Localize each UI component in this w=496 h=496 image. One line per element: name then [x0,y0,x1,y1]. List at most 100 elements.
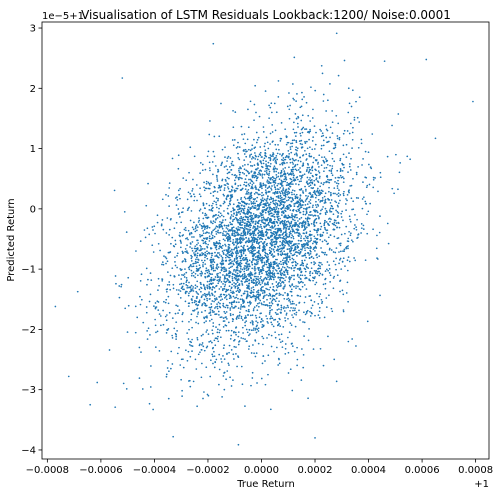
scatter-point [140,280,142,282]
scatter-point [203,232,205,234]
scatter-point [271,241,273,243]
scatter-point [248,196,250,198]
scatter-point [296,118,298,120]
scatter-point [279,187,281,189]
scatter-point [248,225,250,227]
scatter-point [241,317,243,319]
scatter-point [224,284,226,286]
scatter-point [260,201,262,203]
scatter-point [313,215,315,217]
scatter-point [295,152,297,154]
scatter-point [226,325,228,327]
scatter-point [282,294,284,296]
scatter-point [288,277,290,279]
scatter-point [264,204,266,206]
scatter-point [227,240,229,242]
scatter-point [376,235,378,237]
scatter-point [391,188,393,190]
scatter-point [218,170,220,172]
scatter-point [206,203,208,205]
scatter-point [292,167,294,169]
scatter-point [297,263,299,265]
scatter-point [238,168,240,170]
scatter-point [291,324,293,326]
scatter-point [266,264,268,266]
scatter-point [232,215,234,217]
scatter-point [197,323,199,325]
scatter-point [298,160,300,162]
scatter-point [269,199,271,201]
scatter-point [282,207,284,209]
scatter-point [245,281,247,283]
scatter-point [259,194,261,196]
scatter-point [280,172,282,174]
scatter-point [320,262,322,264]
scatter-point [251,253,253,255]
scatter-point [344,249,346,251]
scatter-point [281,333,283,335]
scatter-point [274,246,276,248]
scatter-point [351,185,353,187]
scatter-point [326,160,328,162]
scatter-point [172,317,174,319]
scatter-point [276,185,278,187]
scatter-point [323,140,325,142]
scatter-point [266,191,268,193]
scatter-point [199,267,201,269]
scatter-point [247,314,249,316]
scatter-point [266,224,268,226]
scatter-point [147,338,149,340]
scatter-point [380,172,382,174]
scatter-point [251,240,253,242]
scatter-point [251,290,253,292]
scatter-point [346,200,348,202]
scatter-point [338,263,340,265]
scatter-point [247,138,249,140]
scatter-point [212,355,214,357]
scatter-point [220,186,222,188]
scatter-point [331,168,333,170]
scatter-point [227,274,229,276]
scatter-point [210,307,212,309]
scatter-point [211,289,213,291]
scatter-point [266,284,268,286]
scatter-point [255,222,257,224]
scatter-point [185,281,187,283]
scatter-point [243,305,245,307]
scatter-point [226,160,228,162]
scatter-point [335,115,337,117]
scatter-point [256,352,258,354]
scatter-point [255,234,257,236]
scatter-point [285,215,287,217]
scatter-point [216,178,218,180]
scatter-point [253,119,255,121]
scatter-point [248,283,250,285]
scatter-point [170,275,172,277]
scatter-point [333,236,335,238]
scatter-point [232,319,234,321]
scatter-point [211,277,213,279]
scatter-point [334,143,336,145]
scatter-point [251,144,253,146]
scatter-point [251,203,253,205]
scatter-point [186,332,188,334]
scatter-point [264,146,266,148]
scatter-point [301,348,303,350]
scatter-point [300,264,302,266]
scatter-point [267,195,269,197]
scatter-point [308,192,310,194]
scatter-point [314,211,316,213]
scatter-point [326,269,328,271]
scatter-point [264,263,266,265]
scatter-point [156,306,158,308]
scatter-point [237,336,239,338]
scatter-point [266,137,268,139]
scatter-point [253,310,255,312]
scatter-point [288,243,290,245]
scatter-point [265,239,267,241]
scatter-point [301,99,303,101]
scatter-point [209,184,211,186]
scatter-point [310,196,312,198]
scatter-point [206,315,208,317]
scatter-point [224,156,226,158]
